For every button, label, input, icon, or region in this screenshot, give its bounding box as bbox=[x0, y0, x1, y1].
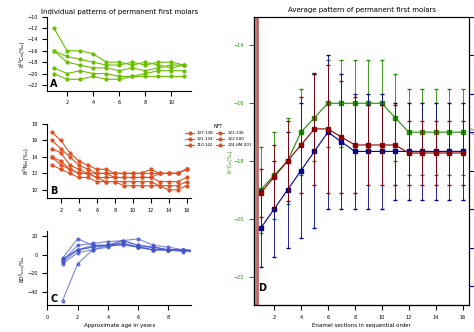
Y-axis label: δ¹⁵Nₘ(‰): δ¹⁵Nₘ(‰) bbox=[23, 148, 28, 174]
Y-axis label: δDᴵᴶₓₓₓ/‰: δDᴵᴶₓₓₓ/‰ bbox=[19, 255, 25, 282]
Text: A: A bbox=[50, 79, 58, 89]
Y-axis label: δ¹³Cₘ(‰): δ¹³Cₘ(‰) bbox=[228, 149, 232, 173]
Text: C: C bbox=[50, 294, 57, 304]
Text: B: B bbox=[50, 186, 58, 196]
Legend: 107.138, 121.134, 110.142, 122.136, 122.500, 124.HM.201: 107.138, 121.134, 110.142, 122.136, 122.… bbox=[184, 123, 254, 149]
Y-axis label: δ¹³Cₘ(‰): δ¹³Cₘ(‰) bbox=[18, 41, 25, 67]
Title: Average pattern of permanent first molars: Average pattern of permanent first molar… bbox=[288, 7, 436, 13]
X-axis label: Enamel sections in sequential order: Enamel sections in sequential order bbox=[312, 323, 411, 328]
X-axis label: Approximate age in years: Approximate age in years bbox=[83, 323, 155, 328]
Text: Bone
Collagen: Bone Collagen bbox=[469, 128, 474, 136]
Title: Individual patterns of permanent first molars: Individual patterns of permanent first m… bbox=[41, 9, 198, 15]
Text: D: D bbox=[258, 283, 266, 293]
